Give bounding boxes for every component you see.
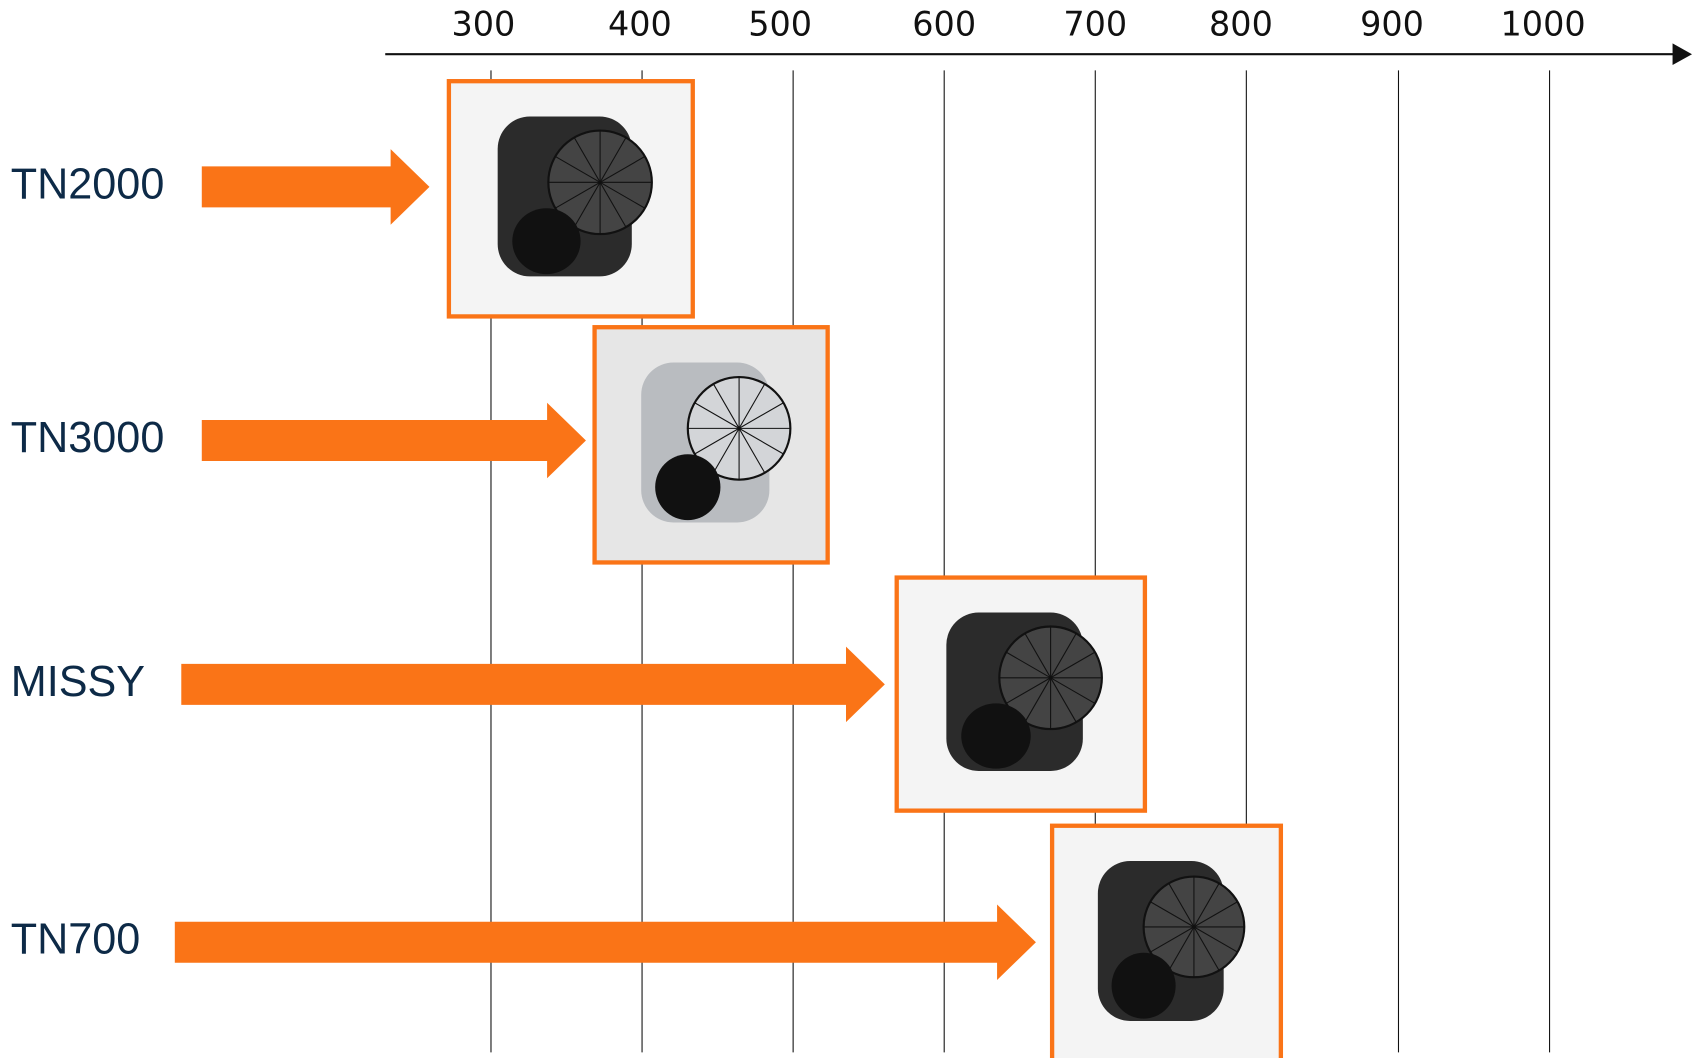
tick-label: 600 [912, 5, 976, 44]
tick-label: 900 [1360, 5, 1424, 44]
tick-label: 500 [748, 5, 812, 44]
image-frame [894, 575, 1148, 813]
fan-inlet [961, 703, 1031, 769]
row-label: MISSY [11, 658, 145, 706]
product-image [446, 79, 695, 319]
arrow [201, 402, 586, 479]
image-frame [1049, 823, 1284, 1058]
fan-inlet [655, 454, 721, 521]
row-label: TN700 [11, 916, 141, 964]
row-label: TN3000 [11, 414, 165, 462]
product-image [592, 325, 830, 565]
arrow [201, 149, 430, 225]
tick-label: 800 [1209, 5, 1273, 44]
product-image [1049, 823, 1284, 1058]
tick-label: 700 [1063, 5, 1127, 44]
grille-spoke [555, 155, 646, 209]
grille-spoke [1005, 651, 1096, 704]
tick-label: 1000 [1501, 5, 1586, 44]
grille-spoke [1150, 901, 1238, 953]
arrow [174, 904, 1036, 981]
tick-label: 400 [608, 5, 672, 44]
grille-spoke [694, 402, 784, 455]
fan-inlet [1111, 952, 1176, 1019]
tick-label: 300 [452, 5, 516, 44]
image-frame [446, 79, 695, 319]
axis-arrowhead [1672, 43, 1692, 65]
row-label: TN2000 [11, 160, 165, 208]
image-frame [592, 325, 830, 565]
fan-inlet [512, 208, 581, 275]
arrow [181, 646, 885, 723]
product-image [894, 575, 1148, 813]
